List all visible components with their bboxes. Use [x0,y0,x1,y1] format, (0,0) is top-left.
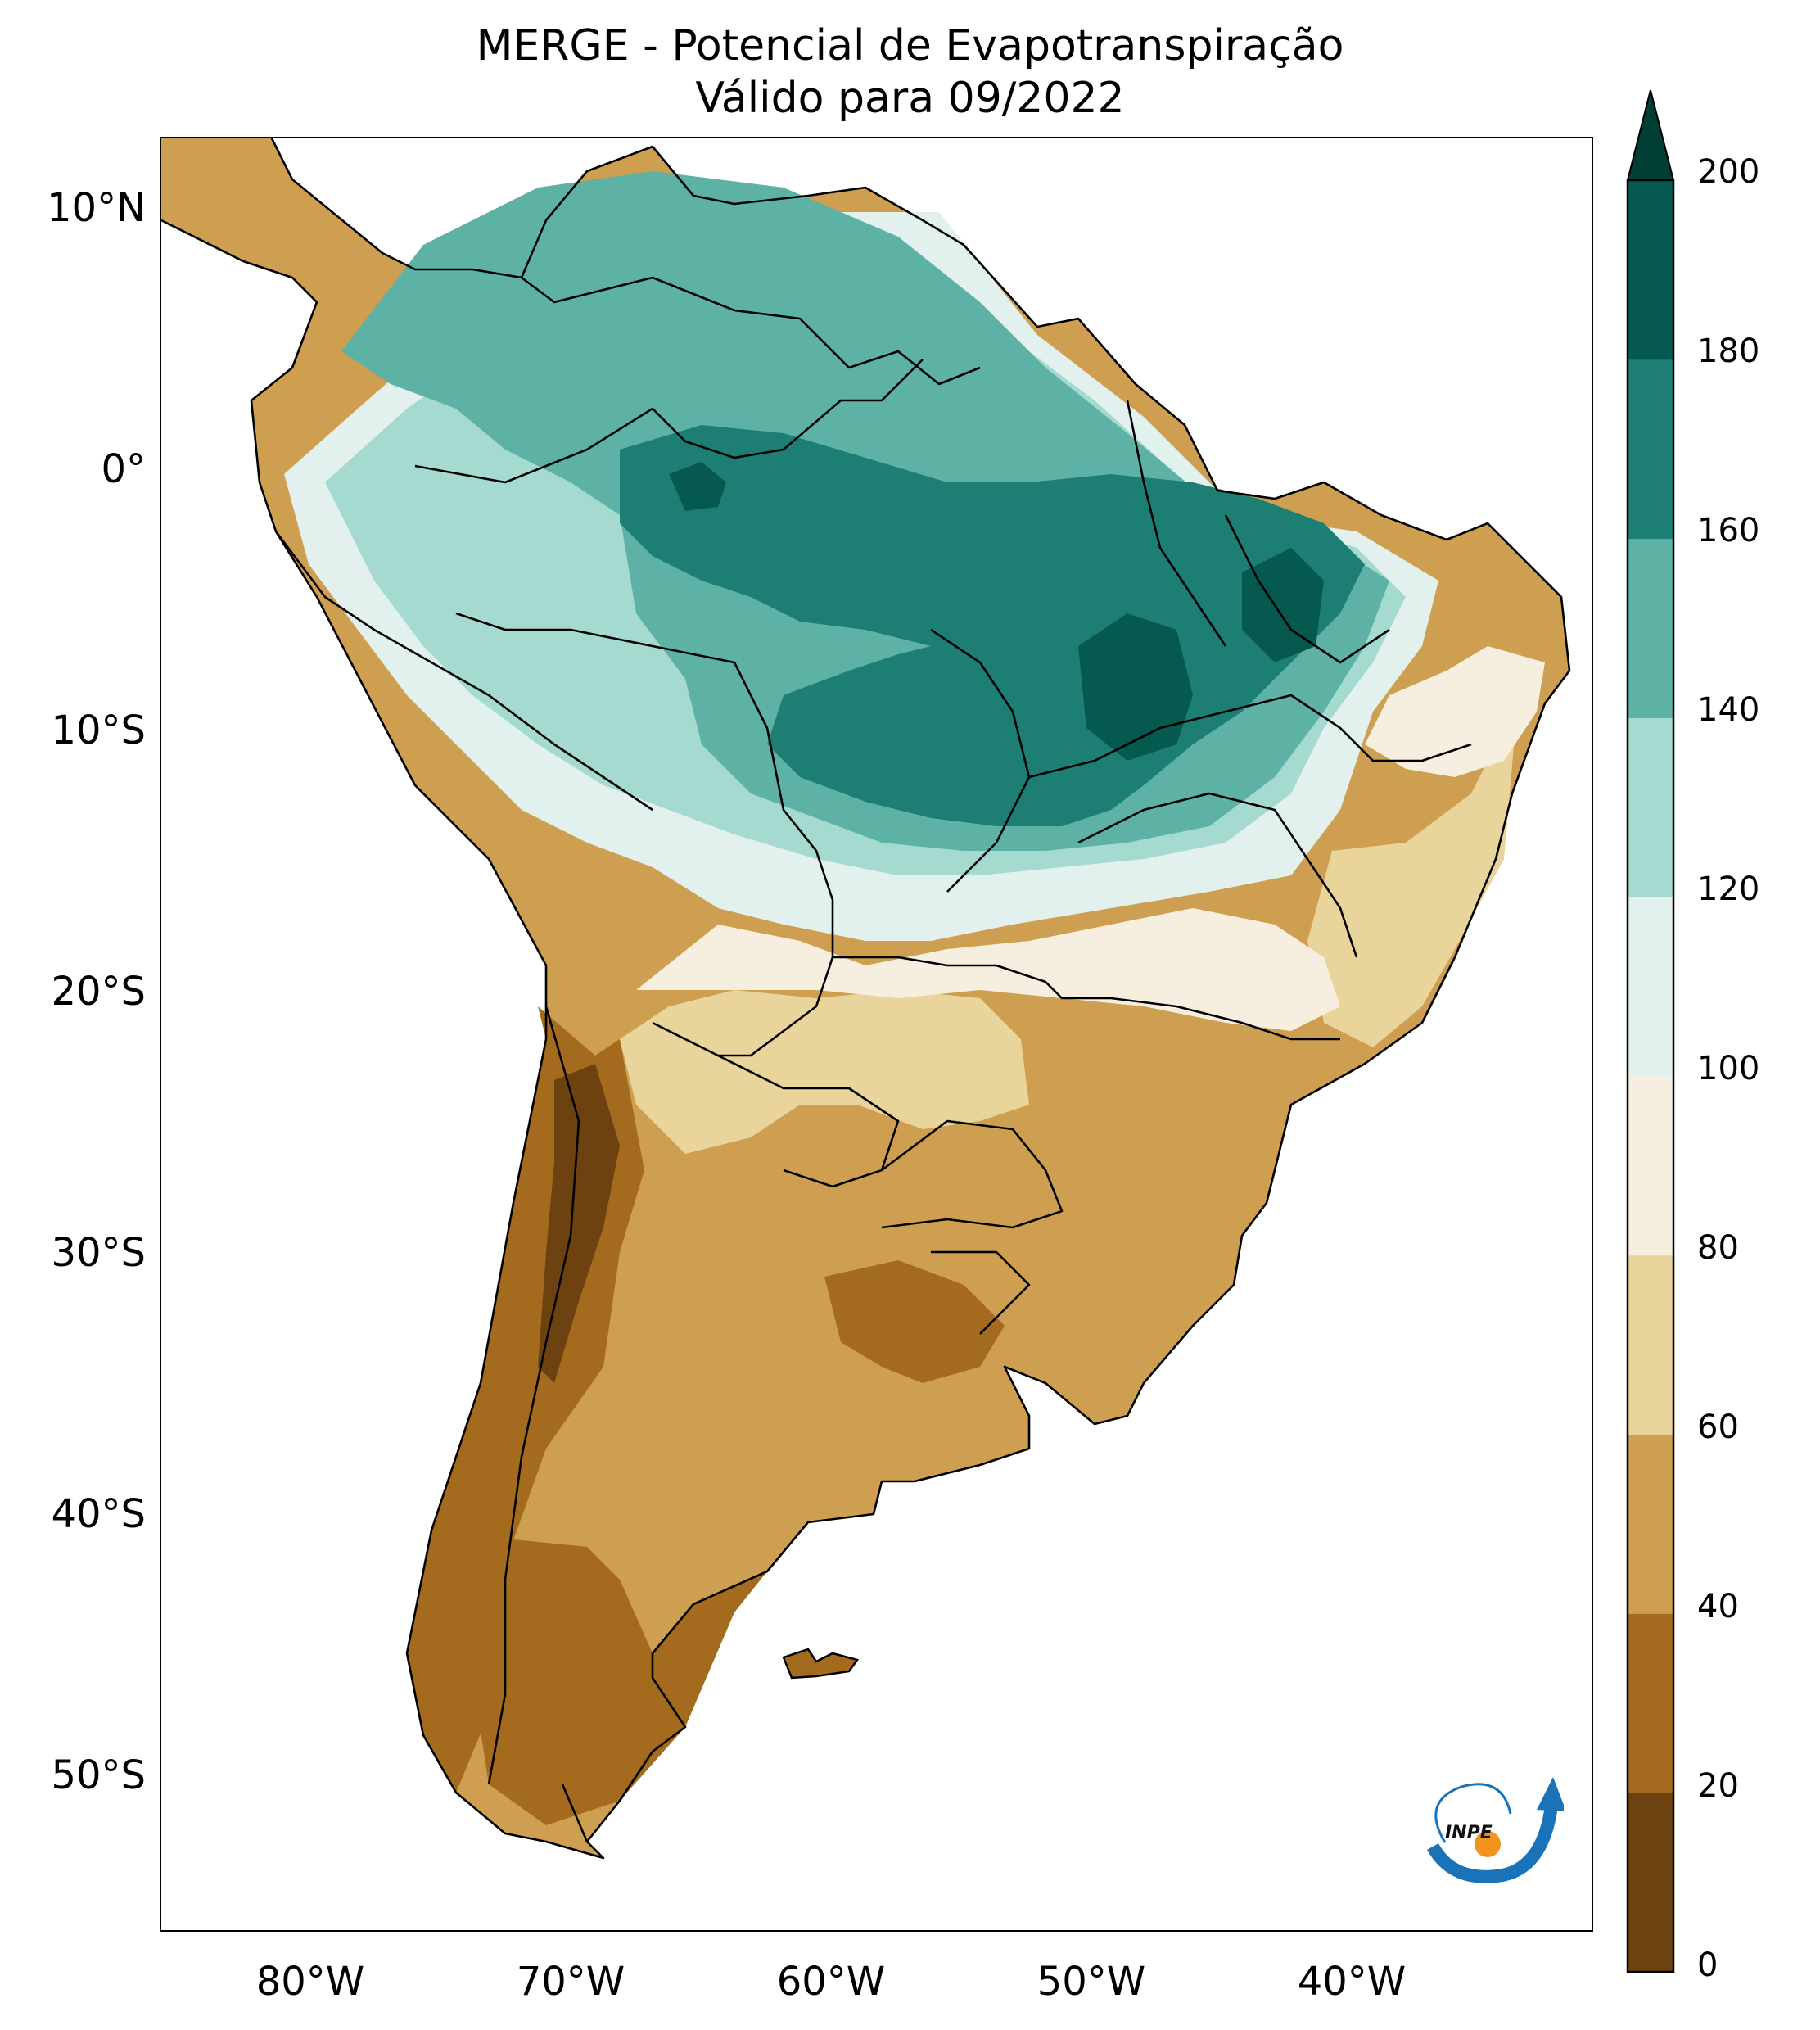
colorbar-bin [1628,1793,1673,1973]
logo-arrow-swoosh [1427,1804,1558,1883]
lon-tick-label: 80°W [255,1959,365,2005]
lat-tick-label: 0° [101,446,146,492]
colorbar-bin [1628,897,1673,1077]
lon-tick-label: 40°W [1297,1959,1407,2005]
colorbar-tick-label: 120 [1697,870,1760,908]
colorbar-extend-arrow [1626,90,1675,181]
band-60-80 [620,990,1029,1154]
lat-tick-label: 40°S [51,1491,146,1537]
lat-tick-label: 10°S [51,708,146,753]
falkland-islands [782,1648,860,1680]
colorbar-bin [1628,359,1673,540]
colorbar-tick-label: 100 [1697,1050,1760,1087]
colorbar-tick-label: 0 [1697,1946,1718,1984]
colorbar-tick-label: 160 [1697,512,1760,549]
lat-tick-label: 50°S [51,1752,146,1798]
lon-tick-label: 70°W [516,1959,625,2005]
map-canvas [161,138,1571,1860]
colorbar-bin [1628,1076,1673,1256]
country-borders [161,138,1571,1860]
lat-tick-label: 20°S [51,969,146,1015]
band-0-20 [538,1064,620,1383]
logo-text: INPE [1445,1823,1493,1843]
lat-tick-label: 30°S [51,1230,146,1276]
colorbar-tick-label: 40 [1697,1588,1739,1625]
lat-tick-label: 10°N [47,185,146,231]
inpe-logo: INPE [1427,1777,1564,1883]
colorbar-tick-label: 60 [1697,1408,1739,1446]
colorbar-tick-label: 140 [1697,691,1760,729]
map-title: MERGE - Potencial de Evapotranspiração [476,21,1344,70]
band-60-80-east [1307,671,1520,1047]
lon-tick-label: 50°W [1036,1959,1146,2005]
colorbar-tick-label: 80 [1697,1229,1739,1267]
band-80-100-northeast [1365,646,1545,777]
lon-tick-label: 60°W [776,1959,886,2005]
band-180-200-core-3 [669,462,726,511]
logo-orbit-ring [1434,1783,1512,1843]
colorbar-bin [1628,538,1673,718]
logo-arrow-head [1537,1777,1564,1811]
map-panel [160,137,1593,1932]
band-180-200-core-2 [1242,548,1324,662]
colorbar-bin [1628,180,1673,360]
colorbar-bin [1628,1613,1673,1793]
colorbar-bin [1628,717,1673,897]
uruguay-region [824,1260,1005,1383]
colorbar-tick-label: 180 [1697,332,1760,370]
colorbar-outline [1626,179,1675,1973]
logo-orange-dot [1475,1831,1501,1857]
band-80-100 [636,908,1340,1031]
map-subtitle: Válido para 09/2022 [695,74,1125,123]
colorbar-bin [1628,1434,1673,1614]
colorbar-bin [1628,1255,1673,1435]
colorbar [1626,90,1675,1973]
band-20-40-south [472,1539,767,1825]
band-180-200-core [1078,613,1193,761]
colorbar-tick-label: 200 [1697,153,1760,191]
colorbar-tick-label: 20 [1697,1767,1739,1805]
